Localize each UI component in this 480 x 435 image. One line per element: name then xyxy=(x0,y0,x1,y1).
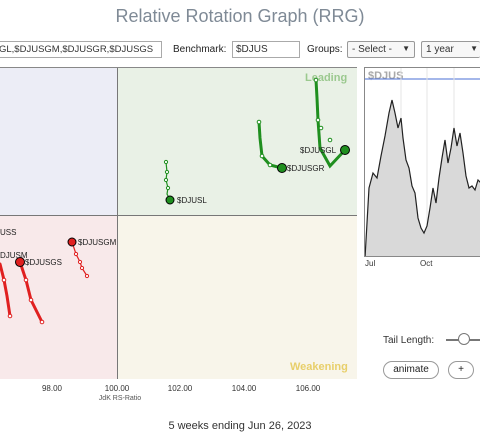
tail-point xyxy=(315,117,321,123)
groups-select-value: - Select - xyxy=(352,44,393,55)
label-djusgl: $DJUSGL xyxy=(300,146,337,155)
label-djusm: DJUSM xyxy=(0,251,28,260)
quadrant-improving xyxy=(0,68,117,215)
tail-length-label: Tail Length: xyxy=(383,335,435,346)
tail-point xyxy=(318,125,324,131)
plus-button[interactable]: + xyxy=(448,361,474,379)
animate-button[interactable]: animate xyxy=(383,361,439,379)
rrg-tails: $DJUSGL $DJUSGR $DJUSL $DJUSGM $DJUSGS xyxy=(0,77,350,325)
groups-select[interactable]: - Select - ▼ xyxy=(347,41,415,58)
label-djusgr: $DJUSGR xyxy=(287,164,325,173)
quadrant-label-weakening: Weakening xyxy=(290,361,348,373)
tail-point xyxy=(327,137,333,143)
benchmark-input[interactable]: $DJUS xyxy=(232,41,300,58)
tail-point xyxy=(164,169,170,175)
marker-djusl[interactable] xyxy=(165,195,175,205)
period-select[interactable]: 1 year ▼ xyxy=(421,41,480,58)
tail-point xyxy=(1,277,7,283)
tail-djusm xyxy=(0,262,12,318)
tail-point xyxy=(313,77,319,83)
chevron-down-icon: ▼ xyxy=(402,44,410,53)
tail-djusgm xyxy=(71,241,88,277)
tail-point xyxy=(165,185,171,191)
tail-djusgl xyxy=(314,78,347,169)
tail-point xyxy=(163,159,169,165)
tail-length-slider-handle[interactable] xyxy=(458,333,470,345)
tail-point xyxy=(84,273,90,279)
tail-point xyxy=(267,162,273,168)
marker-djusgr[interactable] xyxy=(277,163,287,173)
tail-point xyxy=(39,319,45,325)
controls-bar: GL,$DJUSGM,$DJUSGR,$DJUSGS Benchmark: $D… xyxy=(0,41,480,61)
mini-chart-plot xyxy=(365,68,480,256)
quadrant-weakening xyxy=(117,215,357,379)
tail-point xyxy=(256,119,262,125)
symbols-input[interactable]: GL,$DJUSGM,$DJUSGR,$DJUSGS xyxy=(0,41,162,58)
tail-point xyxy=(259,153,265,159)
date-range-caption: 5 weeks ending Jun 26, 2023 xyxy=(168,420,312,432)
tail-point xyxy=(28,297,34,303)
chevron-down-icon: ▼ xyxy=(470,44,478,53)
marker-djusgm[interactable] xyxy=(67,237,77,247)
mini-chart-x-tick: Jul xyxy=(365,259,376,268)
quadrant-lagging xyxy=(0,215,117,379)
x-axis: 98.00 100.00 102.00 104.00 106.00 JdK RS… xyxy=(0,378,360,408)
benchmark-label: Benchmark: xyxy=(173,44,227,55)
rrg-plot[interactable]: Leading Weakening $DJUSGL $DJUSGR $DJUSL xyxy=(0,67,357,379)
page-title: Relative Rotation Graph (RRG) xyxy=(115,6,365,26)
x-tick: 102.00 xyxy=(167,384,193,393)
label-djusl: $DJUSL xyxy=(177,196,207,205)
tail-point xyxy=(163,177,169,183)
marker-djusgs[interactable] xyxy=(15,257,25,267)
x-tick: 106.00 xyxy=(295,384,321,393)
mini-chart-x-tick: Oct xyxy=(420,259,433,268)
tail-point xyxy=(7,313,13,319)
benchmark-mini-chart[interactable]: $DJUS xyxy=(364,67,480,257)
period-select-value: 1 year xyxy=(426,44,454,55)
center-horizontal-line xyxy=(0,215,357,216)
x-axis-title: JdK RS-Ratio xyxy=(98,395,142,402)
groups-label: Groups: xyxy=(307,44,343,55)
tail-djusgr xyxy=(257,120,284,170)
x-tick: 100.00 xyxy=(104,384,130,393)
tail-djusgs xyxy=(18,260,44,324)
label-djuss: USS xyxy=(0,228,16,237)
x-tick: 98.00 xyxy=(41,384,63,393)
tail-point xyxy=(79,265,85,271)
tail-point xyxy=(73,251,79,257)
tail-point xyxy=(23,277,29,283)
label-djusgm: $DJUSGM xyxy=(78,238,117,247)
x-tick: 104.00 xyxy=(231,384,257,393)
marker-djusgl[interactable] xyxy=(340,145,350,155)
label-djusgs: $DJUSGS xyxy=(25,258,62,267)
center-vertical-line xyxy=(117,68,118,379)
tail-point xyxy=(77,259,83,265)
